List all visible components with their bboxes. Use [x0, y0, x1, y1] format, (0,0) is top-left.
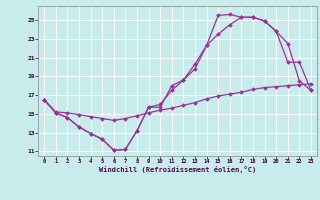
X-axis label: Windchill (Refroidissement éolien,°C): Windchill (Refroidissement éolien,°C) [99, 166, 256, 173]
